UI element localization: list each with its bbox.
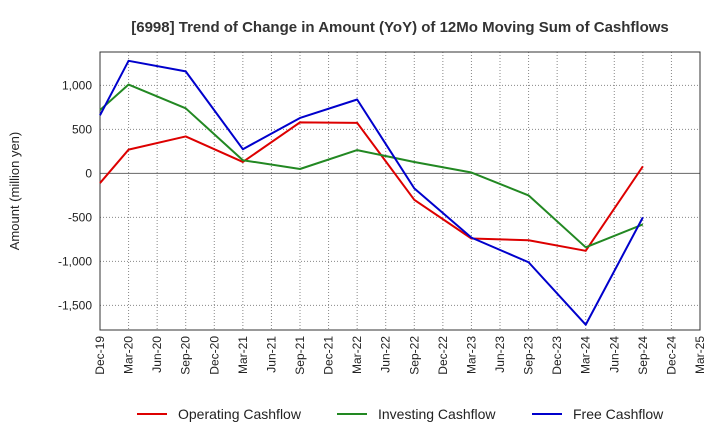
x-tick-label: Jun-20 (150, 336, 164, 373)
x-tick-label: Sep-21 (293, 336, 307, 375)
x-tick-label: Jun-22 (379, 336, 393, 373)
x-tick-label: Sep-24 (636, 336, 650, 375)
legend-label: Operating Cashflow (178, 406, 302, 422)
x-tick-label: Mar-22 (350, 336, 364, 374)
legend-label: Free Cashflow (573, 406, 664, 422)
x-tick-label: Mar-24 (579, 336, 593, 374)
x-tick-label: Dec-19 (93, 336, 107, 375)
y-tick-label: -500 (68, 210, 92, 224)
x-axis-ticks: Dec-19 Mar-20 Jun-20 Sep-20 Dec-20 Mar-21 Jun-… (93, 336, 707, 375)
x-tick-label: Sep-22 (407, 336, 421, 375)
y-tick-label: -1,500 (58, 298, 92, 312)
x-tick-label: Dec-20 (207, 336, 221, 375)
x-tick-label: Sep-23 (522, 336, 536, 375)
legend: Operating Cashflow Investing Cashflow Free… (137, 406, 664, 422)
chart-title: [6998] Trend of Change in Amount (YoY) o… (131, 19, 669, 36)
y-tick-label: 1,000 (62, 78, 92, 92)
y-tick-label: 500 (72, 122, 92, 136)
y-axis-ticks: -1,500 -1,000 -500 0 500 1,000 (58, 78, 92, 312)
series-line-free-cashflow (99, 59, 644, 326)
grid (99, 52, 701, 330)
x-tick-label: Mar-21 (236, 336, 250, 374)
x-tick-label: Mar-23 (464, 336, 478, 374)
x-tick-label: Dec-21 (322, 336, 336, 375)
x-tick-label: Jun-23 (493, 336, 507, 373)
plot-frame (99, 51, 701, 331)
x-tick-label: Mar-20 (122, 336, 136, 374)
x-tick-label: Jun-21 (264, 336, 278, 373)
legend-label: Investing Cashflow (378, 406, 496, 422)
x-tick-label: Dec-24 (664, 336, 678, 375)
series-line-investing-cashflow (99, 83, 644, 249)
series-layer (99, 59, 644, 326)
y-tick-label: 0 (85, 166, 92, 180)
x-tick-label: Dec-23 (550, 336, 564, 375)
y-tick-label: -1,000 (58, 254, 92, 268)
x-tick-label: Dec-22 (436, 336, 450, 375)
x-tick-label: Jun-24 (607, 336, 621, 373)
y-axis-label: Amount (million yen) (7, 132, 22, 251)
x-tick-label: Mar-25 (693, 336, 707, 374)
series-line-operating-cashflow (99, 121, 644, 252)
x-tick-label: Sep-20 (179, 336, 193, 375)
